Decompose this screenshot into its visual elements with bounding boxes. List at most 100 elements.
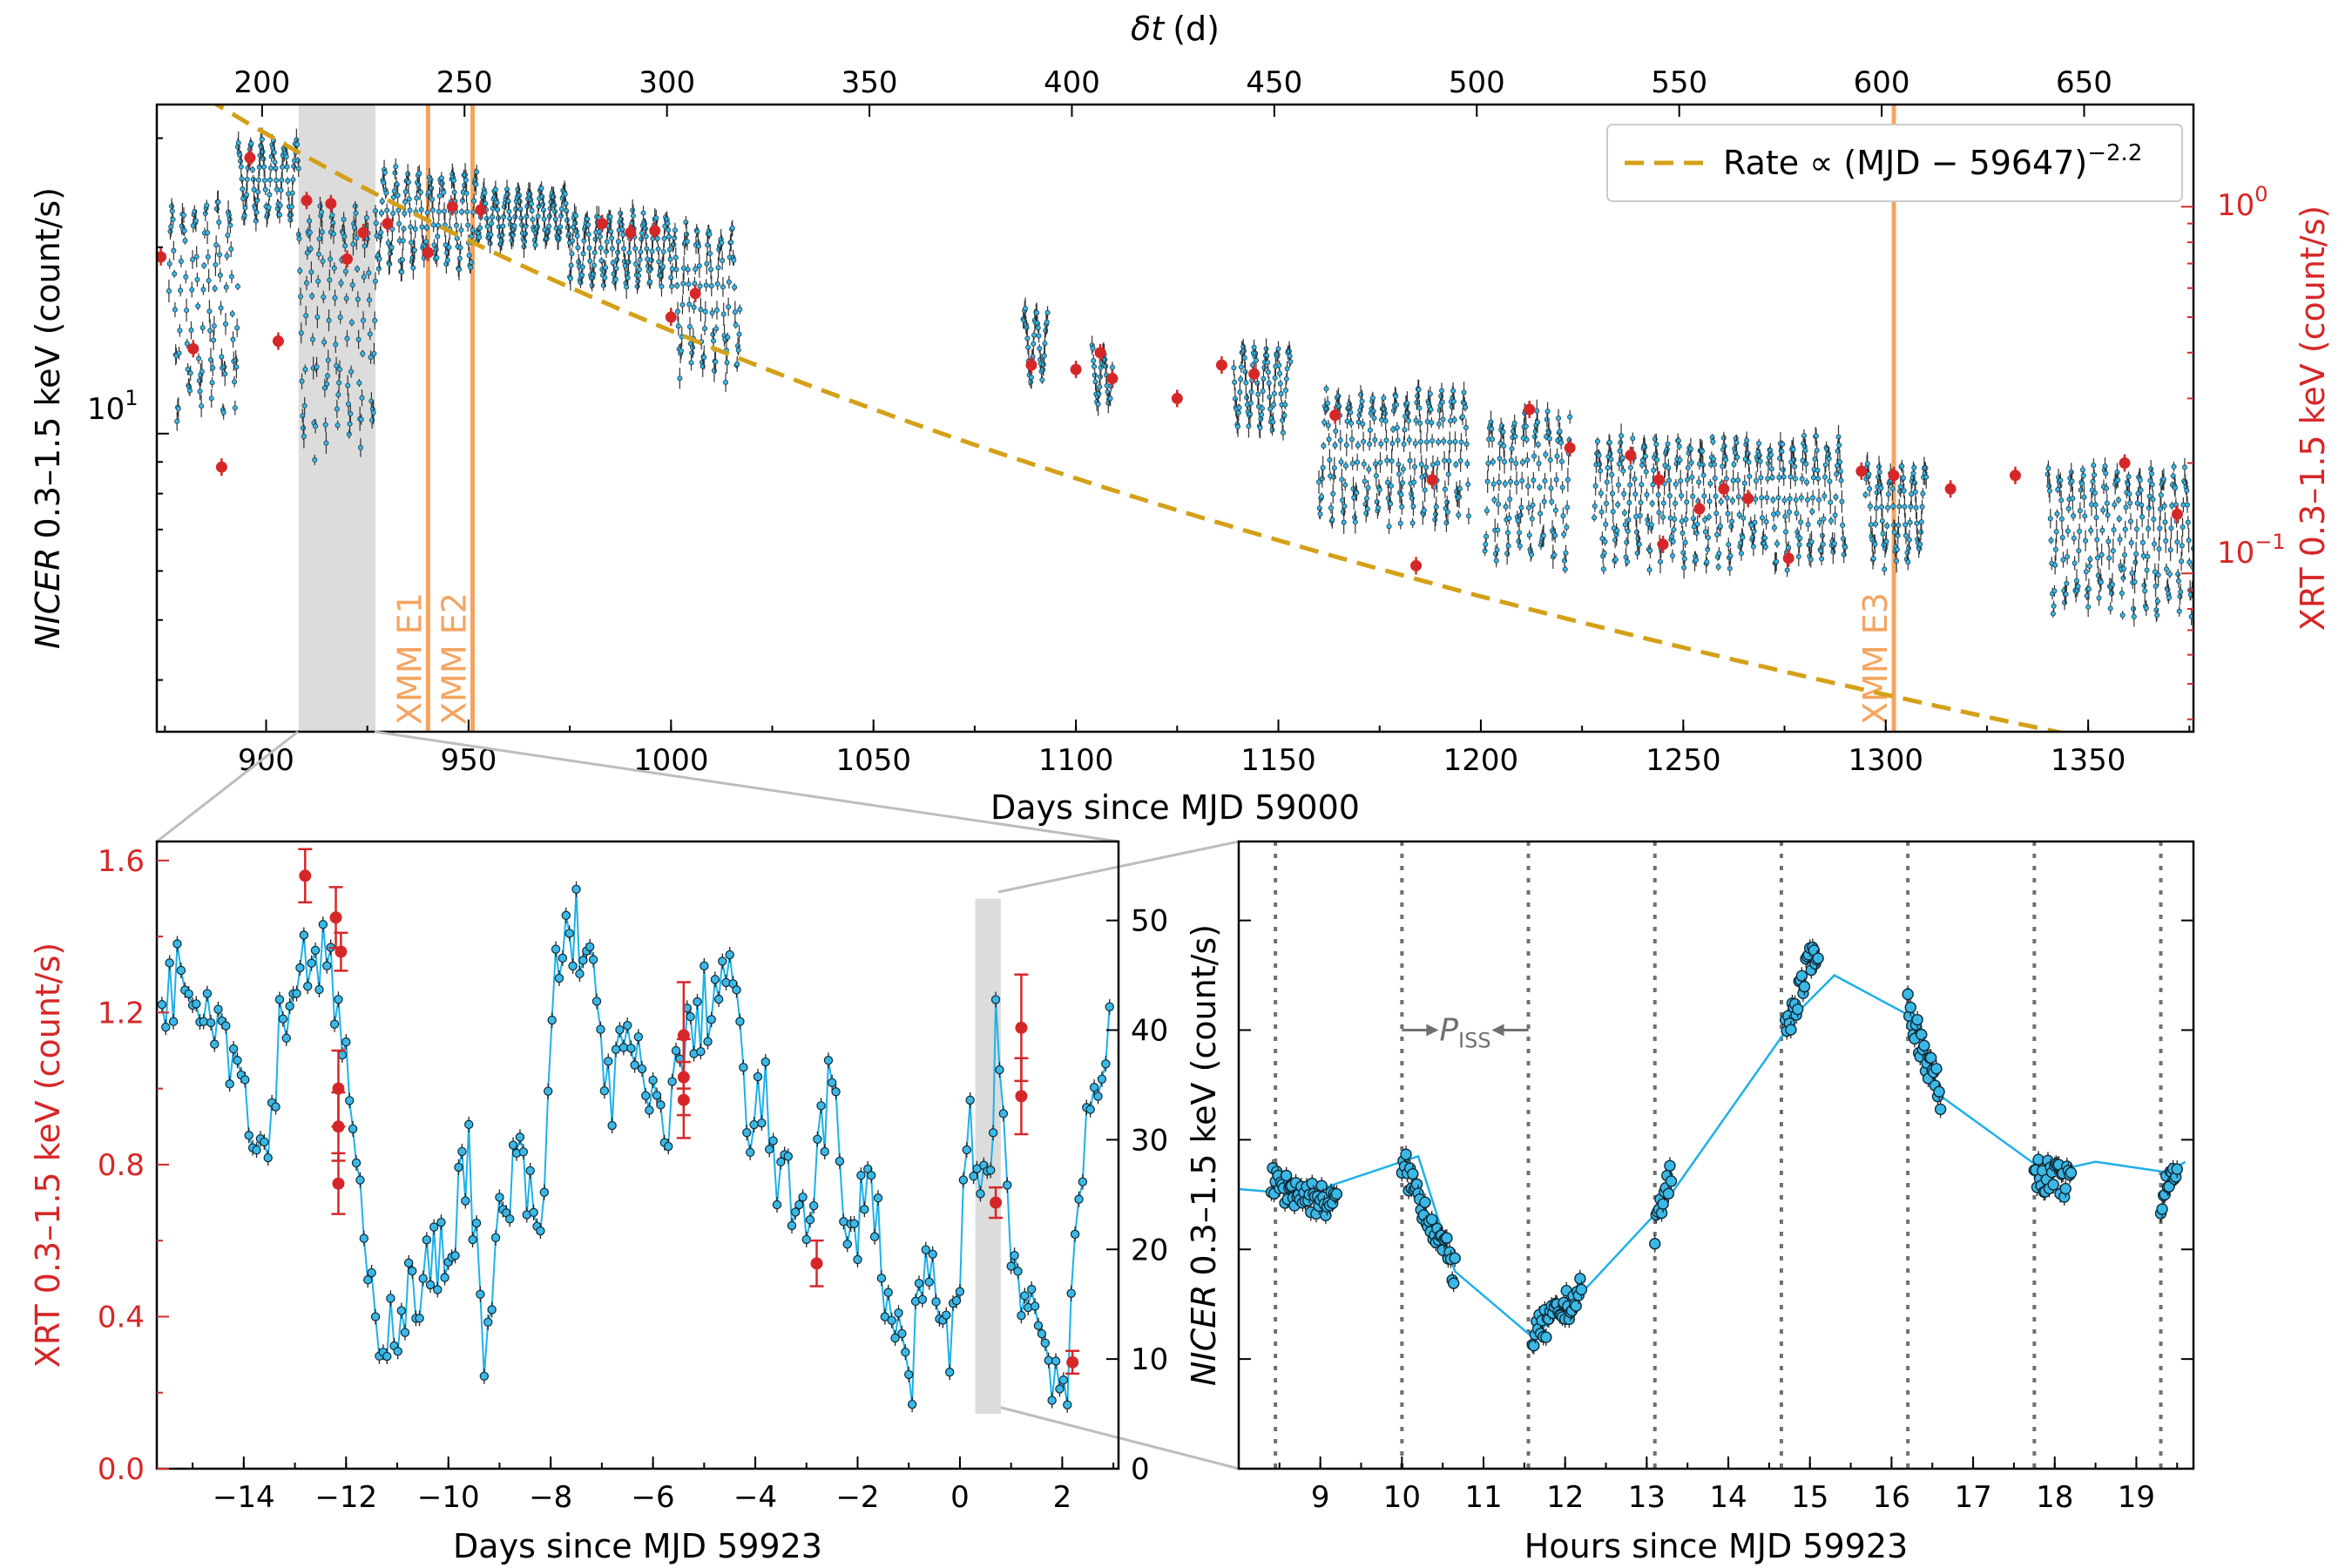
nicer-point bbox=[1920, 490, 1926, 497]
nicer-point bbox=[1729, 497, 1735, 504]
bottom-left-y2tick-label-2: 20 bbox=[1131, 1233, 1168, 1267]
nicer-point bbox=[592, 236, 598, 242]
nicer-point bbox=[429, 1222, 439, 1232]
nicer-point bbox=[736, 331, 742, 337]
nicer-point bbox=[2174, 539, 2180, 545]
nicer-point bbox=[2052, 562, 2058, 568]
nicer-point bbox=[471, 198, 477, 204]
nicer-point bbox=[1287, 353, 1293, 359]
xrt-point-32 bbox=[1657, 538, 1669, 551]
nicer-point bbox=[253, 218, 259, 224]
nicer-point bbox=[471, 1218, 482, 1228]
nicer-point bbox=[1269, 427, 1275, 433]
nicer-point bbox=[1286, 348, 1292, 355]
nicer-point bbox=[578, 956, 588, 965]
nicer-point bbox=[260, 149, 266, 155]
nicer-point bbox=[456, 267, 463, 273]
nicer-point bbox=[2117, 537, 2123, 543]
nicer-point bbox=[1656, 510, 1662, 516]
nicer-point bbox=[765, 1145, 774, 1154]
nicer-point bbox=[1066, 1288, 1076, 1298]
nicer-point bbox=[1684, 476, 1690, 483]
nicer-point bbox=[2152, 541, 2158, 547]
nicer-point bbox=[436, 222, 442, 228]
nicer-point bbox=[1531, 434, 1538, 440]
nicer-point bbox=[1324, 406, 1330, 412]
nicer-point bbox=[202, 211, 208, 217]
nicer-point bbox=[2164, 566, 2170, 572]
nicer-point bbox=[426, 189, 432, 195]
nicer-point bbox=[1095, 402, 1101, 408]
nicer-point bbox=[1764, 495, 1770, 501]
nicer-point bbox=[406, 196, 412, 202]
nicer-point bbox=[571, 884, 581, 895]
nicer-point bbox=[1758, 475, 1764, 481]
nicer-point bbox=[546, 223, 552, 229]
nicer-point bbox=[1390, 408, 1396, 414]
nicer-point bbox=[2104, 500, 2110, 506]
nicer-point bbox=[299, 378, 305, 384]
nicer-point bbox=[1912, 489, 1918, 495]
nicer-point bbox=[552, 216, 558, 222]
nicer-point bbox=[725, 950, 734, 960]
nicer-point bbox=[178, 287, 184, 294]
nicer-point bbox=[706, 1015, 716, 1024]
nicer-point bbox=[1834, 471, 1840, 477]
nicer-point bbox=[1451, 417, 1457, 423]
nicer-point bbox=[1417, 420, 1423, 426]
nicer-point bbox=[366, 270, 372, 276]
nicer-point bbox=[1673, 461, 1680, 467]
nicer-point bbox=[735, 1017, 745, 1026]
nicer-point bbox=[2132, 559, 2139, 565]
nicer-point bbox=[558, 213, 564, 219]
nicer-point bbox=[1259, 412, 1265, 418]
xrt-point-42 bbox=[2171, 508, 2183, 520]
nicer-point bbox=[1444, 509, 1450, 515]
xrt-point-39 bbox=[1944, 483, 1957, 495]
nicer-point bbox=[330, 220, 336, 226]
nicer-point bbox=[1352, 515, 1358, 521]
nicer-point bbox=[1421, 508, 1427, 514]
nicer-point bbox=[1028, 379, 1034, 385]
nicer-point bbox=[1333, 428, 1339, 434]
top-xtick-label-8: 1300 bbox=[1848, 743, 1923, 778]
nicer-point bbox=[2177, 593, 2183, 599]
nicer-point bbox=[1348, 436, 1355, 443]
nicer-point bbox=[357, 444, 363, 450]
nicer-point bbox=[1726, 542, 1732, 548]
nicer-point bbox=[2110, 548, 2116, 554]
nicer-point bbox=[880, 1312, 890, 1321]
nicer-point bbox=[1484, 508, 1490, 514]
nicer-point bbox=[1816, 519, 1822, 525]
nicer-point bbox=[2158, 506, 2164, 512]
nicer-point bbox=[1774, 541, 1781, 547]
nicer-point bbox=[689, 350, 695, 356]
nicer-point bbox=[1278, 391, 1284, 397]
nicer-point bbox=[2103, 470, 2109, 476]
nicer-point bbox=[2106, 555, 2112, 561]
nicer-point bbox=[1517, 530, 1523, 536]
nicer-point bbox=[343, 295, 349, 301]
nicer-point bbox=[551, 202, 558, 208]
nicer-point bbox=[419, 224, 425, 230]
nicer-point bbox=[458, 227, 464, 233]
nicer-point bbox=[1352, 519, 1358, 525]
nicer-point bbox=[267, 192, 273, 198]
nicer-point bbox=[433, 1285, 443, 1294]
nicer-point bbox=[1802, 448, 1808, 454]
nicer-point bbox=[1405, 410, 1411, 416]
nicer-point bbox=[201, 262, 207, 268]
nicer-point bbox=[407, 207, 413, 213]
nicer-point bbox=[349, 282, 355, 288]
nicer-segment-7 bbox=[1020, 297, 1051, 389]
nicer-point bbox=[1670, 538, 1676, 544]
bottom-left-xtick-label-5: −4 bbox=[733, 1480, 777, 1515]
nicer-point bbox=[1458, 439, 1464, 445]
nicer-point bbox=[1906, 545, 1912, 551]
bottom-left-ylabel: XRT 0.3–1.5 keV (count/s) bbox=[29, 943, 67, 1368]
nicer-point bbox=[1248, 389, 1254, 395]
nicer-point bbox=[660, 248, 666, 254]
nicer-point bbox=[538, 186, 544, 192]
nicer-point bbox=[439, 180, 445, 186]
nicer-point bbox=[232, 405, 238, 411]
